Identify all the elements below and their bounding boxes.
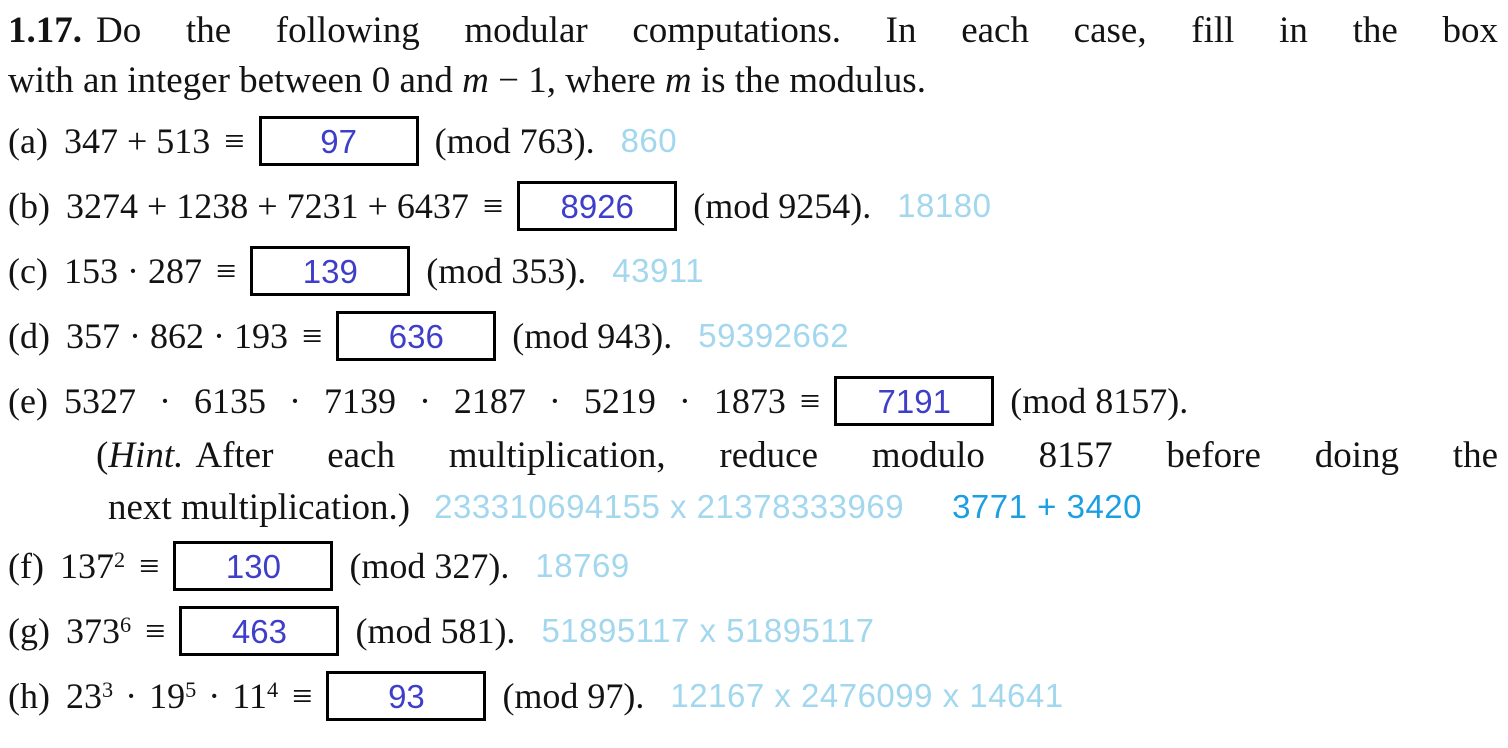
problem-a-answer-value: 97 xyxy=(320,122,357,160)
hint-line-2: next multiplication.) 233310694155 x 213… xyxy=(8,481,1498,533)
problem-h-modulus: (mod 97). xyxy=(502,675,645,716)
problem-row-h: (h) 233 · 195 · 114 ≡ 93 (mod 97). 12167 x 2… xyxy=(8,663,1498,728)
problem-c-label: (c) xyxy=(8,250,48,291)
problem-c-expression: 153 · 287 xyxy=(63,250,202,291)
problem-h-term1-base: 23 xyxy=(65,675,102,716)
problem-h-answer-value: 93 xyxy=(388,677,425,715)
equiv-symbol: ≡ xyxy=(139,545,160,586)
problem-g-expression: 3736 xyxy=(66,610,131,652)
math-var-m: m xyxy=(664,60,692,101)
problem-b-work-note: 18180 xyxy=(897,186,992,224)
problem-row-c: (c) 153 · 287 ≡ 139 (mod 353). 43911 xyxy=(8,238,1498,303)
problem-g-base: 373 xyxy=(65,610,120,651)
equiv-symbol: ≡ xyxy=(292,675,313,716)
problem-f-work-note: 18769 xyxy=(535,546,630,584)
problem-row-a: (a) 347 + 513 ≡ 97 (mod 763). 860 xyxy=(8,108,1498,173)
problem-a-work-note: 860 xyxy=(620,121,678,159)
problem-e-label: (e) xyxy=(8,380,48,421)
problem-f-base: 137 xyxy=(59,545,114,586)
equiv-symbol: ≡ xyxy=(482,185,504,226)
problem-b-answer-box[interactable]: 8926 xyxy=(517,180,678,231)
problem-b-modulus: (mod 9254). xyxy=(693,185,872,226)
equiv-symbol: ≡ xyxy=(224,120,245,161)
problem-a-expression: 347 + 513 xyxy=(63,120,211,161)
header-text-line2-part2: − 1, where xyxy=(488,60,665,101)
equiv-symbol: ≡ xyxy=(145,610,166,651)
problem-row-g: (g) 3736 ≡ 463 (mod 581). 51895117 x 518… xyxy=(8,598,1498,663)
problem-row-f: (f) 1372 ≡ 130 (mod 327). 18769 xyxy=(8,533,1498,598)
problem-g-exponent: 6 xyxy=(119,611,132,637)
hint-text-continued: next multiplication.) xyxy=(108,486,411,528)
problem-d-answer-box[interactable]: 636 xyxy=(336,310,497,361)
problem-b-expression: 3274 + 1238 + 7231 + 6437 xyxy=(65,185,469,226)
multiplication-dot: · xyxy=(125,675,138,716)
header-text-line2-part3: is the modulus. xyxy=(691,60,926,101)
problem-f-label: (f) xyxy=(8,545,44,586)
problem-e-answer-box[interactable]: 7191 xyxy=(834,375,995,426)
problem-d-expression: 357 · 862 · 193 xyxy=(65,315,288,356)
problem-c-answer-box[interactable]: 139 xyxy=(250,245,411,296)
problem-a-label: (a) xyxy=(8,120,48,161)
problem-h-term3-base: 11 xyxy=(232,675,267,716)
problem-e-answer-value: 7191 xyxy=(877,382,951,420)
equiv-symbol: ≡ xyxy=(799,380,821,421)
problem-d-label: (d) xyxy=(8,315,50,356)
problem-d-modulus: (mod 943). xyxy=(512,315,673,356)
problem-c-work-note: 43911 xyxy=(612,251,705,289)
problem-g-answer-value: 463 xyxy=(231,612,287,650)
problem-g-answer-box[interactable]: 463 xyxy=(179,605,340,656)
hint-line-1: (Hint. After each multiplication, reduce … xyxy=(8,433,1498,481)
problem-d-answer-value: 636 xyxy=(388,317,444,355)
problem-f-answer-box[interactable]: 130 xyxy=(173,540,334,591)
problem-f-modulus: (mod 327). xyxy=(349,545,510,586)
problem-c-answer-value: 139 xyxy=(302,252,358,290)
header-text-line1: Do the following modular computations. I… xyxy=(96,10,1498,51)
header-text-line2-part1: with an integer between 0 and xyxy=(8,60,463,101)
problem-f-exponent: 2 xyxy=(113,546,126,572)
hint-text: After each multiplication, reduce modulo… xyxy=(195,435,1498,476)
problem-h-label: (h) xyxy=(8,675,50,716)
problem-row-d: (d) 357 · 862 · 193 ≡ 636 (mod 943). 593… xyxy=(8,303,1498,368)
problem-h-expression: 233 · 195 · 114 xyxy=(66,675,278,717)
problem-e-modulus: (mod 8157). xyxy=(1010,380,1189,421)
hint-open-paren: ( xyxy=(96,435,109,476)
problem-f-answer-value: 130 xyxy=(225,547,281,585)
problem-d-work-note: 59392662 xyxy=(698,316,850,354)
exercise-header-line1: 1.17. Do the following modular computatio… xyxy=(8,6,1498,58)
problem-g-modulus: (mod 581). xyxy=(355,610,516,651)
exercise-number: 1.17. xyxy=(8,10,82,51)
problem-a-modulus: (mod 763). xyxy=(434,120,595,161)
problem-h-term3-exponent: 4 xyxy=(266,676,279,702)
problem-b-answer-value: 8926 xyxy=(560,187,634,225)
problem-e-expression: 5327 · 6135 · 7139 · 2187 · 5219 · 1873 xyxy=(63,380,786,421)
problem-f-expression: 1372 xyxy=(60,545,125,587)
problem-h-answer-box[interactable]: 93 xyxy=(326,670,487,721)
problem-g-work-note: 51895117 x 51895117 xyxy=(541,611,875,649)
math-var-m: m xyxy=(462,60,489,101)
multiplication-dot: · xyxy=(208,675,221,716)
problem-a-answer-box[interactable]: 97 xyxy=(258,115,419,166)
problem-b-label: (b) xyxy=(8,185,50,226)
hint-label: Hint. xyxy=(108,435,184,476)
equiv-symbol: ≡ xyxy=(215,250,237,291)
problem-h-term2-exponent: 5 xyxy=(185,676,197,702)
equiv-symbol: ≡ xyxy=(301,315,323,356)
problem-e-work-note: 233310694155 x 21378333969 xyxy=(434,488,905,525)
problem-g-label: (g) xyxy=(8,610,50,651)
problem-h-term1-exponent: 3 xyxy=(101,676,114,702)
exercise-header-line2: with an integer between 0 and m − 1, whe… xyxy=(8,58,1498,108)
problem-row-e: (e) 5327 · 6135 · 7139 · 2187 · 5219 · 1… xyxy=(8,368,1498,433)
problem-h-term2-base: 19 xyxy=(149,675,186,716)
problem-row-b: (b) 3274 + 1238 + 7231 + 6437 ≡ 8926 (mo… xyxy=(8,173,1498,238)
problem-c-modulus: (mod 353). xyxy=(426,250,587,291)
problem-h-work-note: 12167 x 2476099 x 14641 xyxy=(670,676,1064,714)
problem-e-work-note-2: 3771 + 3420 xyxy=(952,488,1143,525)
